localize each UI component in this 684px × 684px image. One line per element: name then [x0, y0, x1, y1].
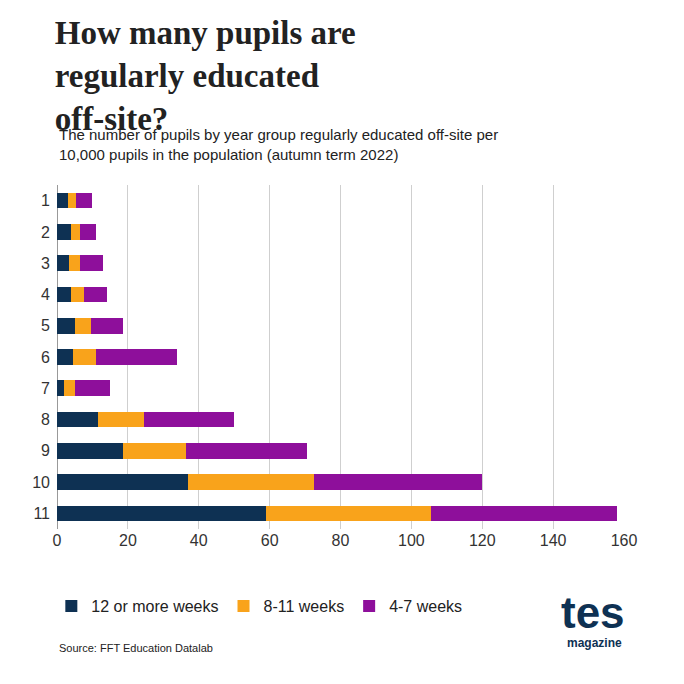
svg-text:The number of pupils by year g: The number of pupils by year group regul… — [59, 126, 498, 163]
svg-text:4-7 weeks: 4-7 weeks — [389, 598, 462, 615]
svg-text:60: 60 — [261, 532, 279, 549]
svg-text:100: 100 — [398, 532, 425, 549]
svg-text:tes: tes — [561, 588, 625, 637]
svg-text:120: 120 — [469, 532, 496, 549]
svg-text:2: 2 — [41, 224, 50, 241]
svg-text:140: 140 — [540, 532, 567, 549]
svg-text:10: 10 — [32, 474, 50, 491]
svg-text:How many pupils areregularly e: How many pupils areregularly educatedoff… — [55, 15, 356, 137]
svg-text:1: 1 — [41, 192, 50, 209]
svg-text:magazine: magazine — [567, 636, 622, 650]
svg-text:7: 7 — [41, 380, 50, 397]
svg-text:8: 8 — [41, 411, 50, 428]
svg-text:4: 4 — [41, 286, 50, 303]
svg-text:12 or more weeks: 12 or more weeks — [91, 598, 218, 615]
svg-text:80: 80 — [332, 532, 350, 549]
svg-text:3: 3 — [41, 255, 50, 272]
svg-text:8-11 weeks: 8-11 weeks — [264, 598, 345, 615]
svg-text:20: 20 — [119, 532, 137, 549]
svg-text:Source: FFT Education Datalab: Source: FFT Education Datalab — [59, 642, 213, 654]
svg-text:9: 9 — [41, 442, 50, 459]
svg-text:5: 5 — [41, 317, 50, 334]
svg-text:160: 160 — [611, 532, 638, 549]
svg-text:11: 11 — [33, 505, 50, 522]
svg-text:0: 0 — [53, 532, 62, 549]
svg-text:6: 6 — [41, 349, 50, 366]
svg-text:40: 40 — [190, 532, 208, 549]
